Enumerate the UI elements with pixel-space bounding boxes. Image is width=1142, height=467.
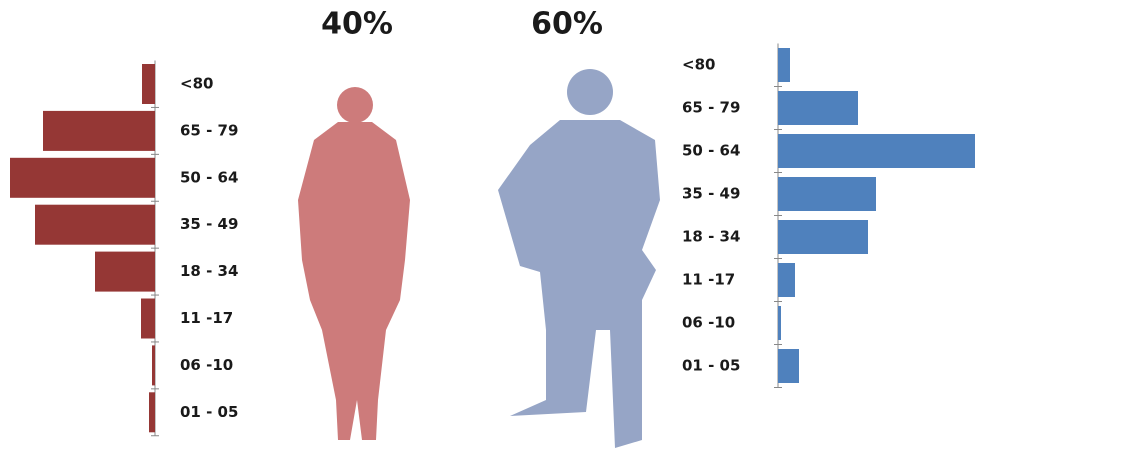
bar bbox=[95, 252, 155, 292]
woman-silhouette bbox=[298, 87, 410, 440]
category-label: 65 - 79 bbox=[180, 121, 238, 139]
bar bbox=[778, 220, 868, 254]
bar bbox=[35, 205, 155, 245]
category-label: 01 - 05 bbox=[180, 403, 238, 421]
chart-title: 40% bbox=[321, 7, 393, 42]
category-label: 50 - 64 bbox=[180, 168, 238, 186]
bar bbox=[10, 158, 155, 198]
man-silhouette bbox=[498, 69, 660, 448]
category-label: 50 - 64 bbox=[682, 142, 740, 160]
chart-title: 60% bbox=[531, 7, 603, 42]
bar bbox=[43, 111, 155, 151]
category-label: <80 bbox=[682, 56, 715, 74]
bar bbox=[778, 134, 975, 168]
bar bbox=[778, 177, 876, 211]
category-label: 06 -10 bbox=[180, 356, 233, 374]
bar bbox=[142, 64, 155, 104]
bar bbox=[149, 392, 155, 432]
category-label: 65 - 79 bbox=[682, 99, 740, 117]
category-label: 11 -17 bbox=[180, 309, 233, 327]
bar bbox=[152, 345, 155, 385]
category-label: 35 - 49 bbox=[180, 215, 238, 233]
category-label: 11 -17 bbox=[682, 271, 735, 289]
category-label: 06 -10 bbox=[682, 314, 735, 332]
bar bbox=[141, 299, 155, 339]
category-label: 18 - 34 bbox=[682, 228, 740, 246]
bar bbox=[778, 48, 790, 82]
category-label: 18 - 34 bbox=[180, 262, 238, 280]
category-label: 35 - 49 bbox=[682, 185, 740, 203]
category-label: <80 bbox=[180, 75, 213, 93]
category-label: 01 - 05 bbox=[682, 357, 740, 375]
bar bbox=[778, 306, 781, 340]
bar bbox=[778, 91, 858, 125]
bar bbox=[778, 263, 795, 297]
bar bbox=[778, 349, 799, 383]
infographic: 40% <80 65 - 79 50 - 64 35 - 49 18 - 34 11 -17… bbox=[0, 0, 1142, 463]
